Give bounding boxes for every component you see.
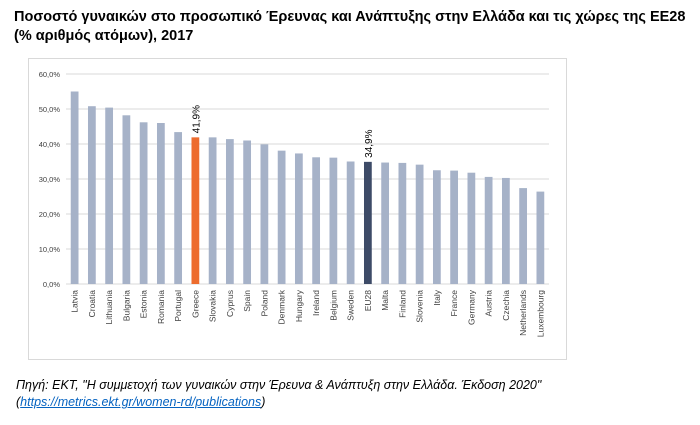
source-note: Πηγή: ΕΚΤ, "Η συμμετοχή των γυναικών στη… bbox=[16, 377, 696, 411]
x-tick-label: Lithuania bbox=[104, 290, 114, 325]
x-tick-label: Sweden bbox=[346, 290, 356, 321]
x-tick-label: Italy bbox=[432, 289, 442, 305]
bar bbox=[519, 188, 528, 284]
bar bbox=[329, 157, 338, 284]
bar bbox=[243, 140, 252, 284]
bar bbox=[312, 157, 321, 284]
y-tick-label: 0,0% bbox=[43, 280, 60, 289]
x-tick-label: Cyprus bbox=[225, 290, 235, 317]
x-tick-label: Belgium bbox=[328, 290, 338, 321]
bar bbox=[381, 162, 390, 284]
x-tick-label: Germany bbox=[466, 289, 476, 325]
x-tick-label: Slovakia bbox=[208, 290, 218, 322]
y-tick-label: 10,0% bbox=[39, 245, 61, 254]
source-link[interactable]: https://metrics.ekt.gr/women-rd/publicat… bbox=[20, 395, 262, 409]
bar bbox=[174, 132, 183, 284]
bar bbox=[363, 161, 372, 284]
bar bbox=[415, 164, 424, 284]
bar-chart: 0,0% 10,0% 20,0% 30,0% 40,0% 50,0% 60,0% Latvia… bbox=[39, 70, 549, 338]
data-label: 41,9% bbox=[191, 105, 202, 133]
bar bbox=[484, 176, 493, 284]
bar bbox=[260, 144, 269, 284]
y-tick-label: 40,0% bbox=[39, 140, 61, 149]
x-tick-label: Luxembourg bbox=[535, 290, 545, 338]
bar bbox=[70, 91, 79, 284]
bar bbox=[294, 153, 303, 284]
bar bbox=[536, 191, 545, 284]
bar bbox=[156, 123, 165, 284]
x-tick-label: Bulgaria bbox=[121, 290, 131, 321]
x-tick-label: Hungary bbox=[294, 289, 304, 322]
source-open-paren: ( bbox=[16, 395, 21, 409]
bar bbox=[105, 107, 114, 284]
x-tick-label: EU28 bbox=[363, 290, 373, 312]
x-tick-label: Greece bbox=[190, 290, 200, 318]
y-tick-label: 50,0% bbox=[39, 105, 61, 114]
x-tick-label: Portugal bbox=[173, 290, 183, 322]
x-tick-label: Malta bbox=[380, 290, 390, 311]
x-tick-label: Estonia bbox=[139, 290, 149, 319]
bar bbox=[432, 170, 441, 284]
bar bbox=[122, 115, 131, 284]
bar bbox=[501, 177, 510, 284]
x-tick-label: France bbox=[449, 290, 459, 317]
bar bbox=[208, 137, 217, 284]
chart-area: 0,0% 10,0% 20,0% 30,0% 40,0% 50,0% 60,0% Latvia… bbox=[28, 58, 567, 360]
y-tick-label: 20,0% bbox=[39, 210, 61, 219]
x-tick-label: Austria bbox=[484, 290, 494, 317]
x-tick-label: Slovenia bbox=[415, 290, 425, 323]
bar bbox=[191, 137, 200, 284]
bar bbox=[87, 106, 96, 284]
x-tick-label: Netherlands bbox=[518, 290, 528, 336]
bar bbox=[398, 162, 407, 284]
x-tick-label: Poland bbox=[259, 290, 269, 317]
x-tick-label: Latvia bbox=[70, 290, 80, 313]
bar bbox=[277, 150, 286, 284]
chart-title: Ποσοστό γυναικών στο προσωπικό Έρευνας κ… bbox=[14, 9, 686, 44]
x-tick-label: Ireland bbox=[311, 290, 321, 316]
source-close-paren: ) bbox=[261, 395, 266, 409]
bar bbox=[467, 172, 476, 284]
source-text: Πηγή: ΕΚΤ, "Η συμμετοχή των γυναικών στη… bbox=[16, 378, 542, 392]
data-label: 34,9% bbox=[364, 129, 375, 157]
x-tick-label: Denmark bbox=[277, 289, 287, 324]
x-tick-label: Czechia bbox=[501, 290, 511, 321]
bar bbox=[346, 161, 355, 284]
x-tick-label: Spain bbox=[242, 290, 252, 312]
x-tick-label: Finland bbox=[397, 290, 407, 318]
x-tick-label: Croatia bbox=[87, 290, 97, 318]
bar bbox=[450, 170, 459, 284]
bar bbox=[225, 139, 234, 284]
x-tick-label: Romania bbox=[156, 290, 166, 324]
y-tick-label: 30,0% bbox=[39, 175, 61, 184]
bar bbox=[139, 122, 148, 284]
y-tick-label: 60,0% bbox=[39, 70, 61, 79]
